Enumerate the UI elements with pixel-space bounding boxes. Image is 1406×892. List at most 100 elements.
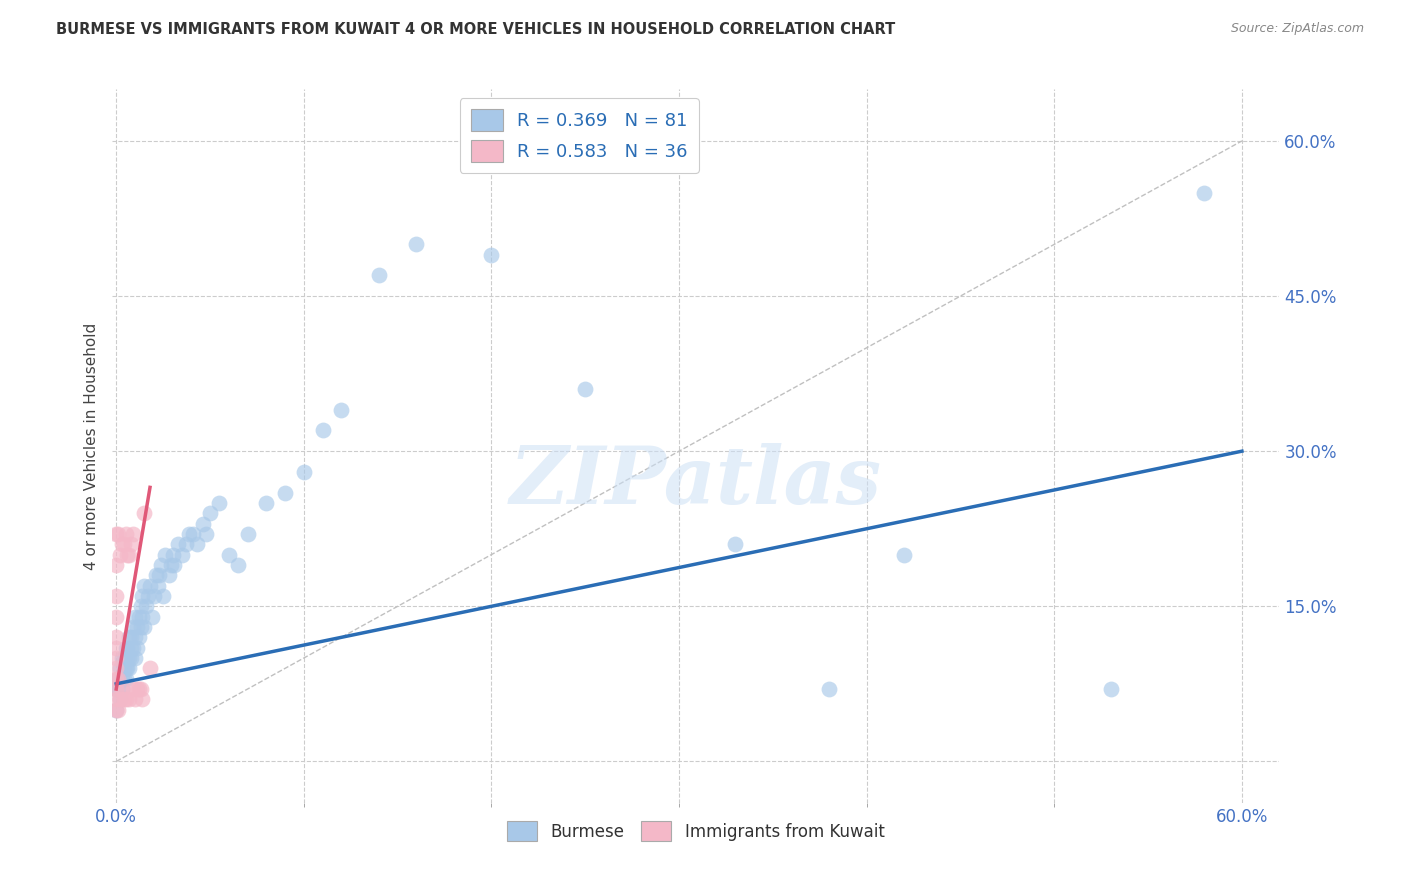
Point [112,537,135,551]
Point [111,537,134,551]
Point [105,640,128,655]
Point [330,402,353,417]
Point [105,672,128,686]
Point [105,681,128,696]
Point [122,681,145,696]
Point [124,609,146,624]
Point [135,599,157,614]
Point [157,568,180,582]
Point [254,496,277,510]
Point [112,672,135,686]
Point [134,620,156,634]
Point [186,537,208,551]
Point [118,630,141,644]
Point [124,630,146,644]
Point [574,382,596,396]
Point [129,599,152,614]
Point [111,681,134,696]
Point [120,651,142,665]
Point [129,620,152,634]
Point [107,672,129,686]
Point [131,692,153,706]
Point [114,640,136,655]
Point [124,692,146,706]
Point [107,527,129,541]
Point [122,527,145,541]
Point [128,630,150,644]
Point [107,681,129,696]
Point [111,672,134,686]
Point [131,609,153,624]
Point [125,640,148,655]
Point [724,537,747,551]
Point [117,640,139,655]
Point [108,548,131,562]
Point [108,692,131,706]
Point [118,651,141,665]
Point [122,640,145,655]
Point [117,548,139,562]
Point [125,620,148,634]
Point [105,651,128,665]
Point [118,548,141,562]
Point [153,548,176,562]
Point [139,579,162,593]
Point [117,651,139,665]
Point [112,692,135,706]
Point [198,506,221,520]
Point [195,527,218,541]
Point [141,609,163,624]
Point [105,681,128,696]
Point [139,661,162,675]
Point [105,692,128,706]
Point [146,579,169,593]
Point [118,661,141,675]
Point [111,651,134,665]
Point [118,692,141,706]
Point [893,548,915,562]
Point [111,681,134,696]
Point [292,465,315,479]
Y-axis label: 4 or more Vehicles in Household: 4 or more Vehicles in Household [83,322,98,570]
Point [311,424,333,438]
Text: BURMESE VS IMMIGRANTS FROM KUWAIT 4 OR MORE VEHICLES IN HOUSEHOLD CORRELATION CH: BURMESE VS IMMIGRANTS FROM KUWAIT 4 OR M… [56,22,896,37]
Point [120,630,142,644]
Point [274,485,297,500]
Point [145,568,167,582]
Point [150,558,173,572]
Point [105,703,128,717]
Point [148,568,170,582]
Point [134,506,156,520]
Point [405,237,427,252]
Point [120,640,142,655]
Point [136,589,159,603]
Point [108,661,131,675]
Point [159,558,181,572]
Point [114,672,136,686]
Point [208,496,231,510]
Point [170,548,193,562]
Point [191,516,214,531]
Point [105,630,128,644]
Point [174,537,197,551]
Point [117,661,139,675]
Point [105,527,128,541]
Text: Source: ZipAtlas.com: Source: ZipAtlas.com [1230,22,1364,36]
Point [112,651,135,665]
Point [367,268,389,283]
Point [181,527,204,541]
Point [105,609,128,624]
Point [105,703,128,717]
Point [128,609,150,624]
Text: ZIPatlas: ZIPatlas [510,443,882,520]
Point [107,672,129,686]
Point [142,589,165,603]
Point [1099,681,1122,696]
Point [122,620,145,634]
Point [105,589,128,603]
Point [218,548,240,562]
Point [129,681,152,696]
Point [179,527,201,541]
Point [114,527,136,541]
Point [108,692,131,706]
